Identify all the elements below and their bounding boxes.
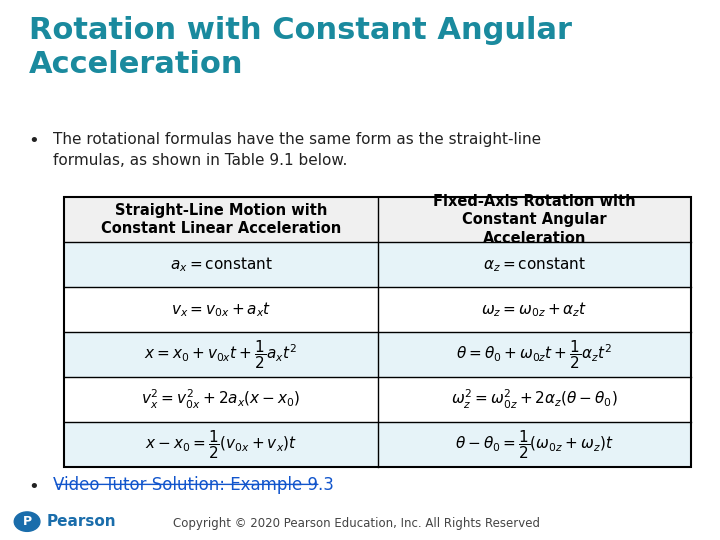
Circle shape xyxy=(14,512,40,531)
Text: $\theta - \theta_0 = \dfrac{1}{2}(\omega_{0z} + \omega_z)t$: $\theta - \theta_0 = \dfrac{1}{2}(\omega… xyxy=(455,428,613,461)
FancyBboxPatch shape xyxy=(64,287,378,332)
Text: Copyright © 2020 Pearson Education, Inc. All Rights Reserved: Copyright © 2020 Pearson Education, Inc.… xyxy=(173,517,540,530)
Text: Video Tutor Solution: Example 9.3: Video Tutor Solution: Example 9.3 xyxy=(53,476,334,494)
Text: $\omega_z^2 = \omega_{0z}^2 + 2\alpha_z(\theta - \theta_0)$: $\omega_z^2 = \omega_{0z}^2 + 2\alpha_z(… xyxy=(451,388,618,411)
Text: $\omega_z = \omega_{0z} + \alpha_z t$: $\omega_z = \omega_{0z} + \alpha_z t$ xyxy=(481,300,588,319)
FancyBboxPatch shape xyxy=(378,377,691,422)
Text: Fixed-Axis Rotation with
Constant Angular
Acceleration: Fixed-Axis Rotation with Constant Angula… xyxy=(433,193,636,246)
Text: $v_x^2 = v_{0x}^2 + 2a_x(x - x_0)$: $v_x^2 = v_{0x}^2 + 2a_x(x - x_0)$ xyxy=(141,388,301,411)
Text: Straight-Line Motion with
Constant Linear Acceleration: Straight-Line Motion with Constant Linea… xyxy=(101,203,341,237)
Text: P: P xyxy=(22,515,32,528)
Text: $a_x = \mathrm{constant}$: $a_x = \mathrm{constant}$ xyxy=(169,255,272,274)
FancyBboxPatch shape xyxy=(378,422,691,467)
Text: The rotational formulas have the same form as the straight-line
formulas, as sho: The rotational formulas have the same fo… xyxy=(53,132,541,168)
FancyBboxPatch shape xyxy=(378,287,691,332)
Text: •: • xyxy=(29,478,40,496)
FancyBboxPatch shape xyxy=(64,377,378,422)
Text: $\alpha_z = \mathrm{constant}$: $\alpha_z = \mathrm{constant}$ xyxy=(483,255,586,274)
Text: Rotation with Constant Angular
Acceleration: Rotation with Constant Angular Accelerat… xyxy=(29,16,572,79)
FancyBboxPatch shape xyxy=(64,332,378,377)
FancyBboxPatch shape xyxy=(64,422,378,467)
Text: $x = x_0 + v_{0x}t + \dfrac{1}{2}a_x t^2$: $x = x_0 + v_{0x}t + \dfrac{1}{2}a_x t^2… xyxy=(145,338,297,371)
Text: $v_x = v_{0x} + a_x t$: $v_x = v_{0x} + a_x t$ xyxy=(171,300,271,319)
FancyBboxPatch shape xyxy=(378,332,691,377)
Text: •: • xyxy=(29,132,40,150)
Text: Pearson: Pearson xyxy=(46,514,116,529)
Text: $x - x_0 = \dfrac{1}{2}(v_{0x} + v_x)t$: $x - x_0 = \dfrac{1}{2}(v_{0x} + v_x)t$ xyxy=(145,428,297,461)
FancyBboxPatch shape xyxy=(64,197,691,242)
Text: $\theta = \theta_0 + \omega_{0z}t + \dfrac{1}{2}\alpha_z t^2$: $\theta = \theta_0 + \omega_{0z}t + \dfr… xyxy=(456,338,613,371)
FancyBboxPatch shape xyxy=(378,242,691,287)
FancyBboxPatch shape xyxy=(64,242,378,287)
